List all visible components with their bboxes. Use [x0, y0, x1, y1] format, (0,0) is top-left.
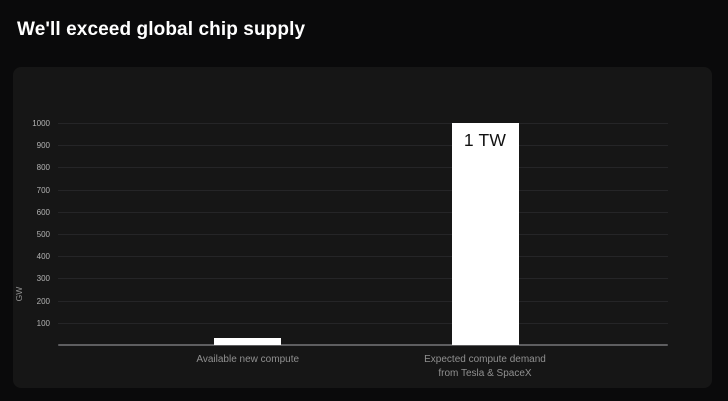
- gridline: [58, 256, 668, 258]
- gridline: [58, 145, 668, 147]
- gridline: [58, 123, 668, 124]
- bar-2: 1 TW: [451, 123, 519, 345]
- y-tick-label: 900: [36, 141, 50, 151]
- y-tick-label: 1000: [32, 119, 50, 128]
- y-tick-label: 800: [36, 163, 50, 173]
- bar-1: [214, 338, 282, 345]
- y-tick-label: 700: [36, 185, 50, 195]
- y-tick-label: 500: [36, 230, 50, 239]
- y-tick-label: 200: [36, 296, 50, 306]
- category-label: Expected compute demand from Tesla & Spa…: [424, 354, 546, 379]
- gridline: [58, 234, 668, 235]
- category-label: Available new compute: [196, 354, 300, 365]
- plot-area: 100 200 300 400 500 600 700 800 900 1000 Available…: [32, 67, 668, 388]
- y-tick-label: 600: [36, 207, 50, 217]
- x-axis-line: [58, 344, 668, 346]
- y-tick-label: 100: [36, 318, 50, 328]
- gridline: [58, 278, 668, 280]
- chart-panel: GW 100 200 300 400 500 600 700 800 900 1000 Availa…: [13, 67, 712, 388]
- gridline: [58, 300, 668, 302]
- gridline: [58, 189, 668, 191]
- gridline: [58, 167, 668, 169]
- y-axis-label: GW: [14, 286, 24, 302]
- y-tick-label: 300: [36, 274, 50, 284]
- y-tick-label: 400: [36, 252, 50, 262]
- gridline: [58, 211, 668, 213]
- slide-title: We'll exceed global chip supply: [17, 19, 306, 40]
- gridline: [58, 322, 668, 324]
- bar-value-label: 1 TW: [463, 130, 507, 150]
